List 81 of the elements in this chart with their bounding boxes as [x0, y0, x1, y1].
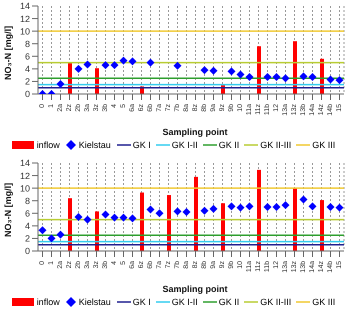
point	[200, 66, 208, 74]
point	[110, 214, 118, 222]
point	[228, 67, 236, 76]
point	[38, 226, 46, 234]
point	[336, 76, 344, 84]
point	[246, 202, 254, 210]
point	[120, 214, 128, 222]
legend-label: GK I-II	[172, 297, 198, 307]
point	[74, 64, 82, 73]
y-axis-title: NO₃-N [mg/l]	[3, 26, 14, 80]
point	[246, 73, 254, 82]
point	[110, 61, 118, 70]
legend-label: GK II-III	[260, 140, 292, 150]
point	[326, 76, 334, 84]
legend-label: GK II-III	[260, 297, 292, 307]
legend-label: inflow	[36, 140, 60, 150]
point	[264, 203, 272, 211]
point	[272, 73, 280, 82]
y-tick-label: 4	[24, 64, 30, 74]
point	[174, 207, 182, 216]
point	[56, 230, 64, 239]
point	[236, 204, 244, 212]
y-tick-label: 2	[24, 76, 30, 87]
point	[182, 208, 190, 216]
point	[210, 66, 218, 75]
point	[84, 216, 92, 224]
y-tick-label: 0	[24, 89, 30, 100]
legend-label: GK III	[312, 140, 336, 150]
legend-label: GK I	[132, 140, 151, 150]
point	[128, 57, 136, 66]
point	[272, 203, 280, 211]
bar	[257, 170, 261, 251]
legend-label: GK II	[218, 297, 240, 307]
x-axis-title: Sampling point	[162, 283, 228, 296]
y-tick-label: 0	[24, 246, 30, 256]
point	[264, 73, 272, 82]
y-tick-label: 10	[20, 183, 30, 194]
legend-label: GK I	[132, 297, 151, 307]
point	[102, 61, 110, 70]
point	[326, 203, 334, 211]
point	[228, 202, 236, 210]
y-tick-label: 14	[20, 1, 30, 12]
point	[210, 204, 218, 213]
y-tick-label: 6	[24, 208, 30, 218]
point	[156, 209, 164, 218]
point	[146, 58, 154, 67]
legend-label: GK I-II	[172, 140, 198, 150]
y-tick-label: 12	[20, 14, 30, 24]
point	[146, 206, 154, 214]
legend-label: GK II	[218, 140, 240, 150]
point	[300, 195, 308, 204]
point	[200, 206, 208, 215]
point	[120, 56, 128, 65]
y-tick-label: 12	[20, 170, 30, 181]
y-tick-label: 8	[24, 38, 30, 49]
y-tick-label: 10	[20, 26, 30, 36]
point	[56, 80, 64, 88]
point	[102, 210, 110, 219]
point	[336, 204, 344, 212]
legend-label: Kielstau	[78, 140, 111, 150]
point	[236, 70, 244, 79]
point	[48, 234, 56, 242]
y-tick-label: 2	[24, 234, 30, 244]
y-tick-label: 8	[24, 196, 30, 206]
point	[282, 74, 290, 82]
legend-label: Kielstau	[78, 297, 111, 307]
y-tick-label: 4	[24, 221, 30, 232]
point	[174, 62, 182, 70]
point	[74, 213, 82, 222]
legend-label: inflow	[36, 297, 60, 307]
point	[308, 202, 316, 210]
y-tick-label: 14	[20, 158, 30, 168]
x-axis-title: Sampling point	[162, 126, 228, 139]
y-axis-title: NO₃-N [mg/l]	[3, 182, 14, 237]
point	[308, 73, 316, 82]
y-tick-label: 6	[24, 51, 30, 62]
legend-label: GK III	[312, 297, 336, 307]
point	[84, 60, 92, 68]
point	[300, 72, 308, 80]
point	[128, 214, 136, 222]
point	[282, 201, 290, 210]
